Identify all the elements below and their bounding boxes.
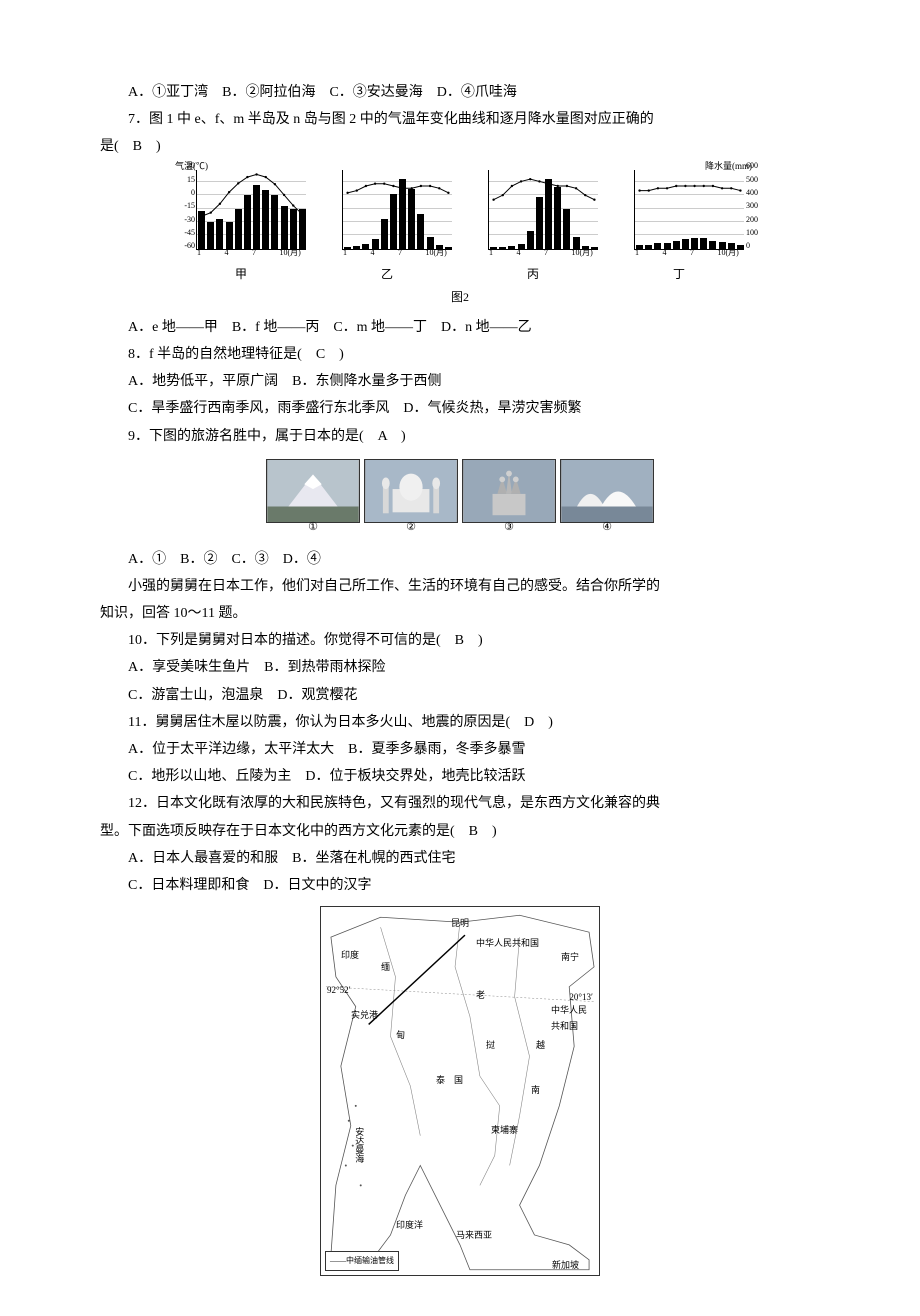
chart-jia-label: 甲 xyxy=(176,264,306,286)
q8-optC: C．旱季盛行西南季风，雨季盛行东北季风 D．气候炎热，旱涝灾害频繁 xyxy=(100,396,820,421)
chart-jia: 气温(℃)-60-45-30-150153014710(月) 甲 xyxy=(176,170,306,286)
photo-2: ② xyxy=(364,459,458,523)
tourist-photos: ① ② ③ ④ xyxy=(100,459,820,523)
photo-1-num: ① xyxy=(308,518,318,538)
map-shikou: 实兑港 xyxy=(351,1007,378,1023)
q11-optC: C．地形以山地、丘陵为主 D．位于板块交界处，地壳比较活跃 xyxy=(100,764,820,789)
map-indian: 印度洋 xyxy=(396,1217,423,1233)
q12-optA: A．日本人最喜爱的和服 B．坐落在札幌的西式住宅 xyxy=(100,846,820,871)
q9-options: A．① B．② C．③ D．④ xyxy=(100,547,820,572)
intro-1011-a: 小强的舅舅在日本工作，他们对自己所工作、生活的环境有自己的感受。结合你所学的 xyxy=(100,574,820,599)
q10-stem: 10．下列是舅舅对日本的描述。你觉得不可信的是( B ) xyxy=(100,628,820,653)
q7-options: A．e 地——甲 B．f 地——丙 C．m 地——丁 D．n 地——乙 xyxy=(100,315,820,340)
q7-stem: 7．图 1 中 e、f、m 半岛及 n 岛与图 2 中的气温年变化曲线和逐月降水… xyxy=(100,107,820,132)
map-myanmar2: 甸 xyxy=(396,1027,405,1043)
q8-optA: A．地势低平，平原广阔 B．东侧降水量多于西侧 xyxy=(100,369,820,394)
map-china: 中华人民共和国 xyxy=(476,935,539,951)
map-thailand: 泰 国 xyxy=(436,1072,463,1088)
q8-stem: 8．f 半岛的自然地理特征是( C ) xyxy=(100,342,820,367)
q6-options: A．①亚丁湾 B．②阿拉伯海 C．③安达曼海 D．④爪哇海 xyxy=(100,80,820,105)
chart-ding-label: 丁 xyxy=(614,264,744,286)
q12-stem-a: 12．日本文化既有浓厚的大和民族特色，又有强烈的现代气息，是东西方文化兼容的典 xyxy=(100,791,820,816)
q7-stem-cont: 是( B ) xyxy=(100,134,820,159)
q10-optA: A．享受美味生鱼片 B．到热带雨林探险 xyxy=(100,655,820,680)
map-vietnam2: 南 xyxy=(531,1082,540,1098)
map-malaysia: 马来西亚 xyxy=(456,1227,492,1243)
map-legend: ——中缅输油管线 xyxy=(325,1251,399,1271)
map-china2: 中华人民共和国 xyxy=(551,1002,591,1034)
charts-caption: 图2 xyxy=(100,287,820,309)
climate-charts: 气温(℃)-60-45-30-150153014710(月) 甲 14710(月… xyxy=(100,170,820,286)
sea-asia-map: 昆明 中华人民共和国 南宁 印度 缅 92°52′ 实兑港 老 20°13′ 中… xyxy=(100,906,820,1276)
photo-4-num: ④ xyxy=(602,518,612,538)
map-singapore: 新加坡 xyxy=(552,1257,579,1273)
map-laos2: 挝 xyxy=(486,1037,495,1053)
photo-3: ③ xyxy=(462,459,556,523)
photo-3-num: ③ xyxy=(504,518,514,538)
photo-2-num: ② xyxy=(406,518,416,538)
chart-bing: 14710(月) 丙 xyxy=(468,170,598,286)
map-laos: 老 xyxy=(476,987,485,1003)
map-myanmar: 缅 xyxy=(381,959,390,975)
q10-optC: C．游富士山，泡温泉 D．观赏樱花 xyxy=(100,683,820,708)
map-kunming: 昆明 xyxy=(451,915,469,931)
q12-stem-b: 型。下面选项反映存在于日本文化中的西方文化元素的是( B ) xyxy=(100,819,820,844)
map-vietnam: 越 xyxy=(536,1037,545,1053)
chart-yi-label: 乙 xyxy=(322,264,452,286)
map-cambodia: 柬埔寨 xyxy=(491,1122,518,1138)
q11-optA: A．位于太平洋边缘，太平洋太大 B．夏季多暴雨，冬季多暴雪 xyxy=(100,737,820,762)
chart-yi: 14710(月) 乙 xyxy=(322,170,452,286)
map-coord1: 92°52′ xyxy=(327,982,351,998)
photo-1: ① xyxy=(266,459,360,523)
map-nanning: 南宁 xyxy=(561,949,579,965)
map-andaman: 安达曼海 xyxy=(351,1127,367,1163)
chart-ding: 降水量(mm)010020030040050060014710(月) 丁 xyxy=(614,170,744,286)
q11-stem: 11．舅舅居住木屋以防震，你认为日本多火山、地震的原因是( D ) xyxy=(100,710,820,735)
photo-4: ④ xyxy=(560,459,654,523)
q9-stem: 9．下图的旅游名胜中，属于日本的是( A ) xyxy=(100,424,820,449)
chart-bing-label: 丙 xyxy=(468,264,598,286)
map-india: 印度 xyxy=(341,947,359,963)
q12-optC: C．日本料理即和食 D．日文中的汉字 xyxy=(100,873,820,898)
intro-1011-b: 知识，回答 10～11 题。 xyxy=(100,601,820,626)
